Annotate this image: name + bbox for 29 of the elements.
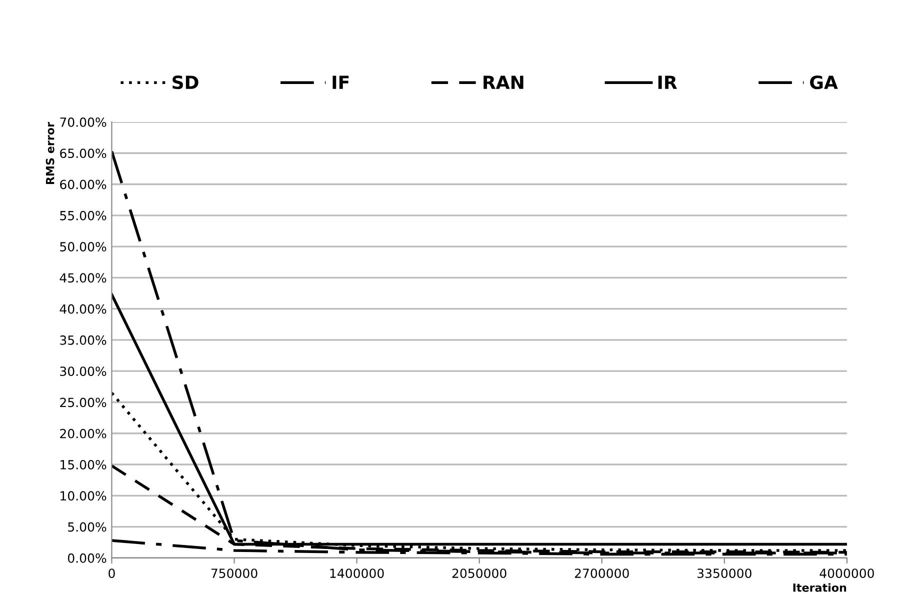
x-tick-label: 0 bbox=[108, 568, 115, 578]
y-tick-label: 35.00% bbox=[60, 335, 106, 345]
legend-label: RAN bbox=[484, 76, 524, 89]
legend-label: IF bbox=[332, 76, 349, 89]
y-tick-label: 65.00% bbox=[60, 148, 106, 158]
y-tick-label: 5.00% bbox=[68, 522, 106, 532]
x-tick-label: 4000000 bbox=[820, 568, 874, 578]
y-tick-label: 10.00% bbox=[60, 491, 106, 501]
x-tick-label: 1400000 bbox=[330, 568, 384, 578]
legend-label: IR bbox=[658, 76, 677, 89]
y-tick-label: 0.00% bbox=[68, 553, 106, 563]
x-axis-title: Iteration bbox=[793, 583, 846, 592]
y-tick-label: 70.00% bbox=[60, 117, 106, 127]
y-tick-label: 40.00% bbox=[60, 304, 106, 314]
legend-label: GA bbox=[810, 76, 838, 90]
x-tick-label: 3350000 bbox=[698, 568, 752, 578]
x-tick-label: 2700000 bbox=[574, 568, 629, 578]
y-tick-label: 30.00% bbox=[60, 366, 106, 376]
y-tick-label: 25.00% bbox=[60, 398, 106, 408]
y-tick-label: 60.00% bbox=[60, 180, 106, 190]
x-tick-label: 2050000 bbox=[452, 568, 506, 578]
legend-label: SD bbox=[172, 76, 198, 90]
y-tick-label: 45.00% bbox=[60, 273, 106, 283]
y-axis-title: RMS error bbox=[46, 122, 54, 184]
x-tick-label: 750000 bbox=[211, 568, 258, 578]
y-tick-label: 55.00% bbox=[60, 210, 106, 220]
y-tick-label: 20.00% bbox=[60, 428, 106, 438]
y-tick-label: 15.00% bbox=[60, 460, 106, 470]
y-tick-label: 50.00% bbox=[60, 242, 106, 252]
